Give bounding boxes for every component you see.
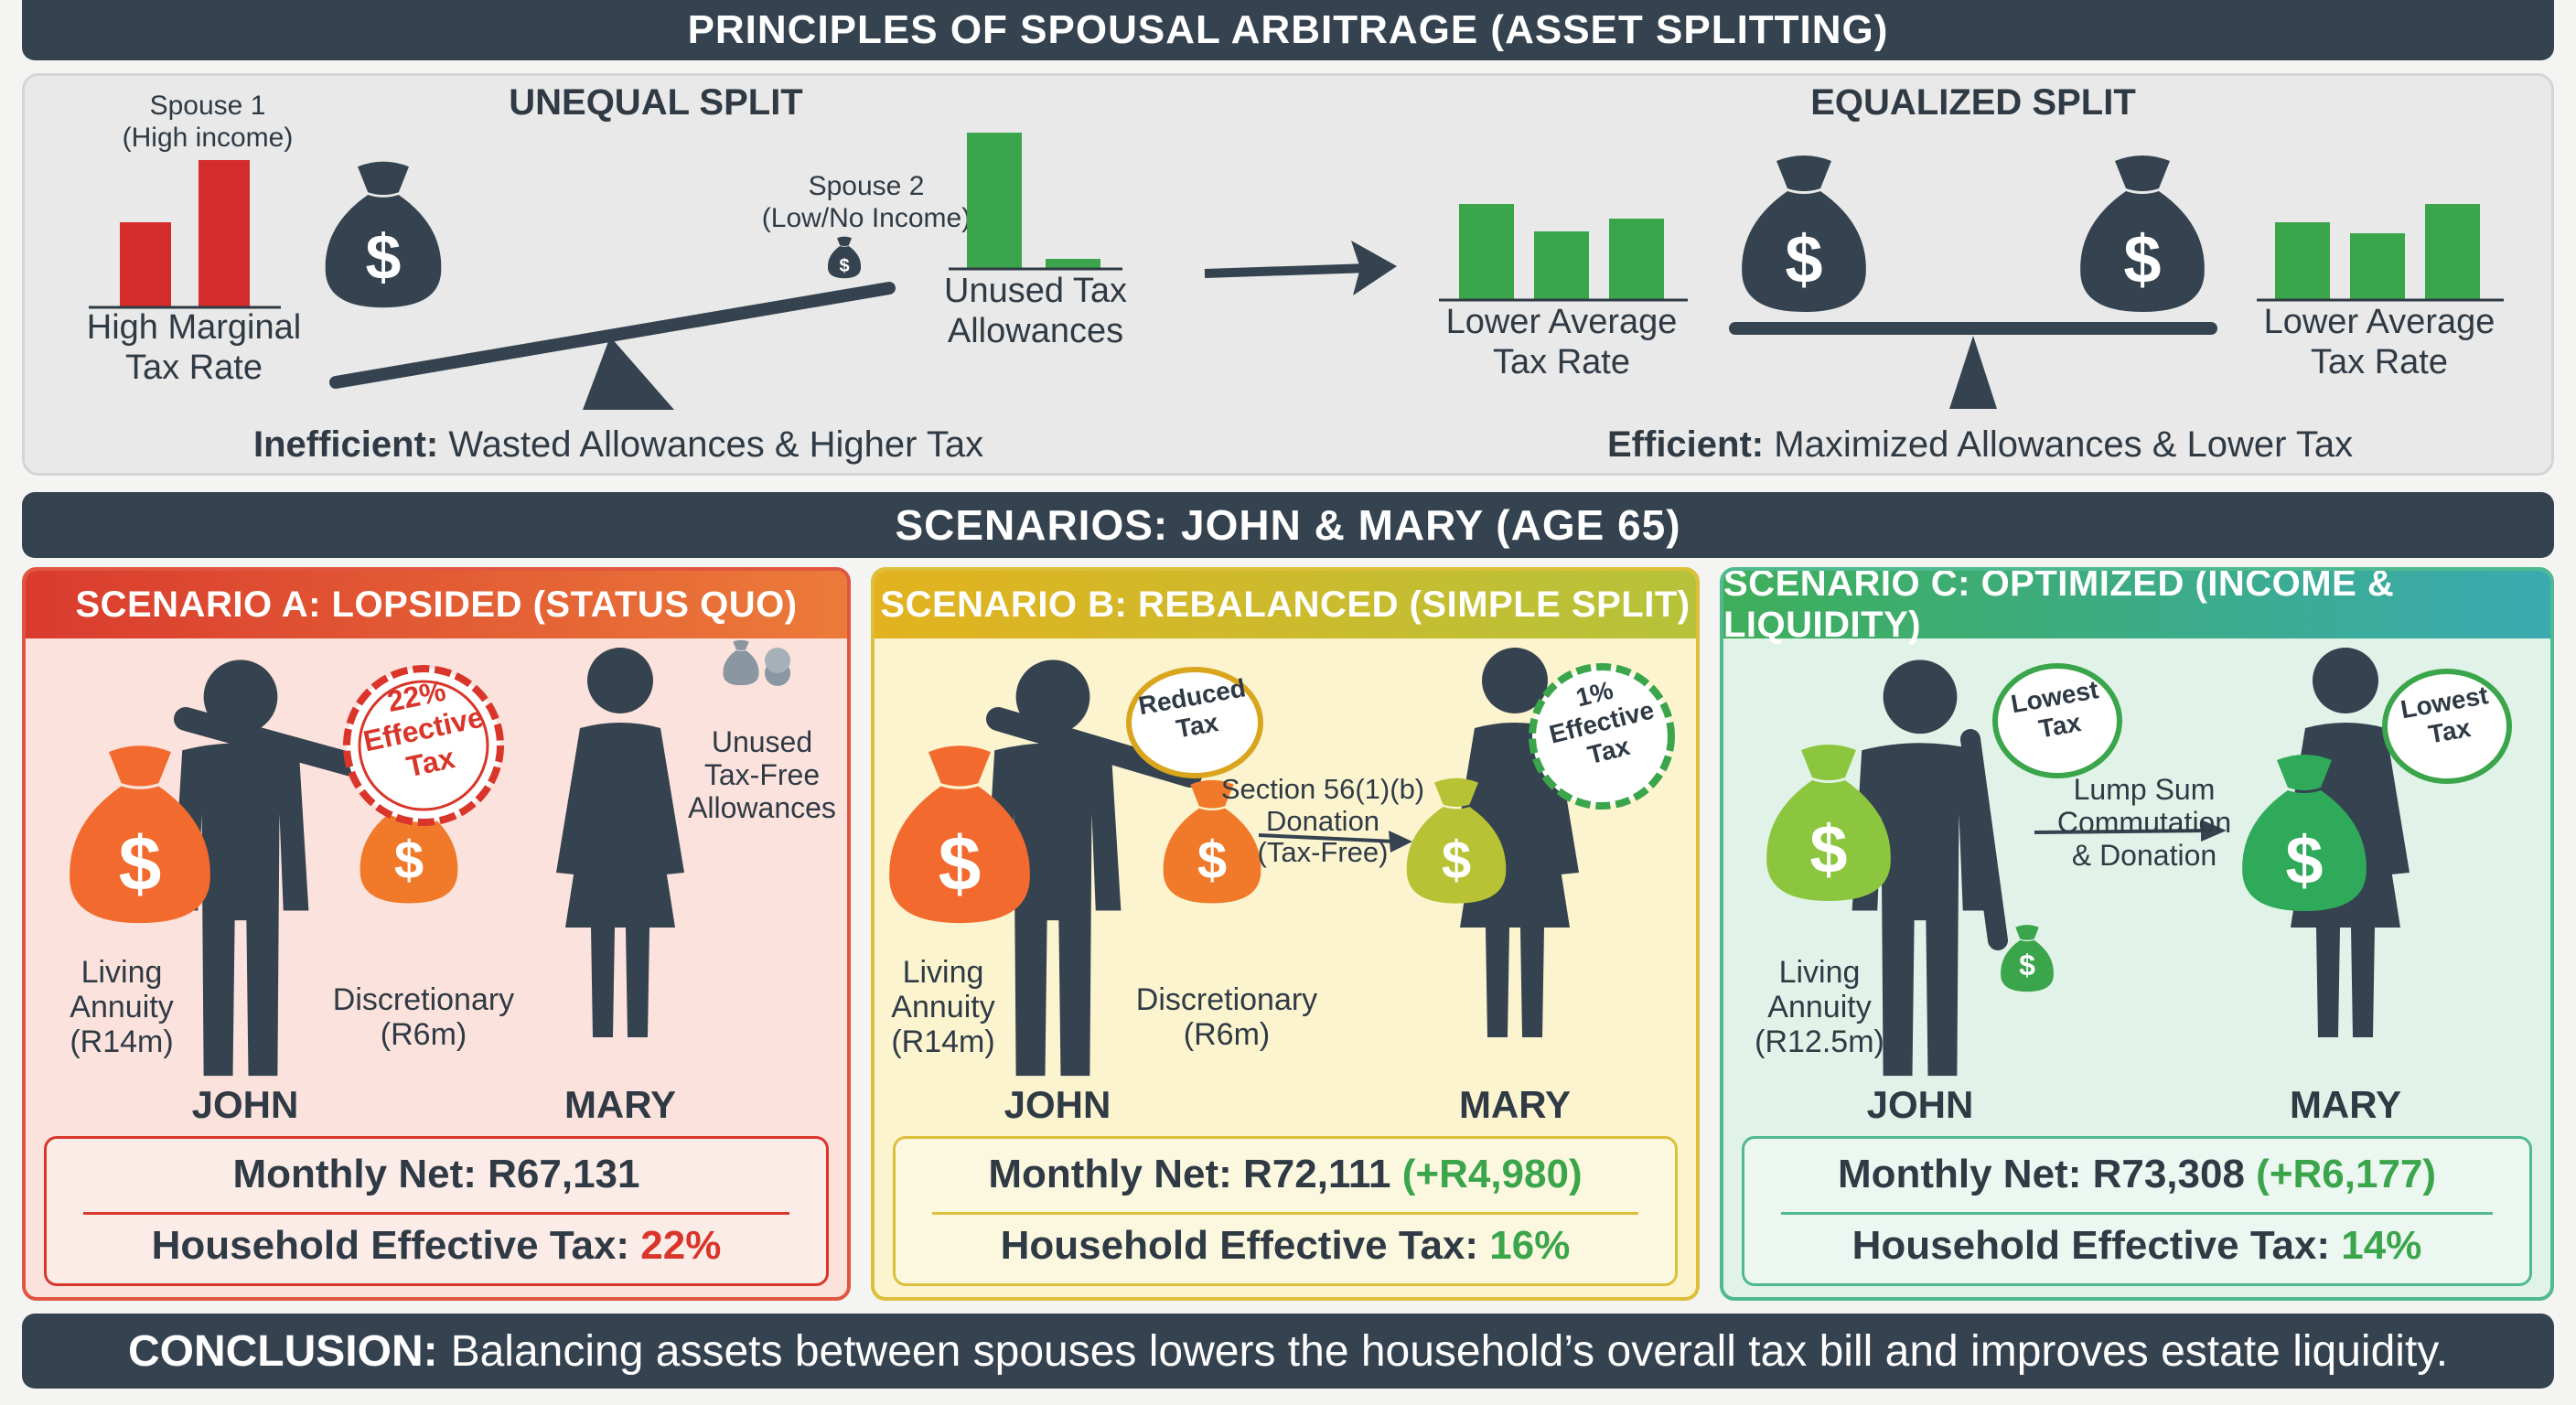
svg-text:$: $ — [1809, 811, 1847, 887]
tax-label: Household Effective Tax: — [1852, 1223, 2331, 1268]
svg-text:$: $ — [366, 221, 402, 293]
monthly-delta: (+R6,177) — [2256, 1152, 2437, 1196]
conclusion-label: CONCLUSION: — [127, 1326, 438, 1376]
scenario-c-illustration: $ $ $ — [1766, 648, 2410, 1077]
monthly-value: R73,308 — [2092, 1152, 2245, 1196]
svg-text:$: $ — [2285, 822, 2323, 898]
scenario-b-discretionary-label: Discretionary (R6m) — [1135, 982, 1318, 1053]
lower-average-caption-left: Lower Average Tax Rate — [1445, 303, 1678, 381]
scenario-a-discretionary-label: Discretionary (R6m) — [332, 982, 515, 1053]
scenario-a-annuity-label: Living Annuity (R14m) — [70, 955, 174, 1060]
unused-allowance-bag-icon — [723, 639, 759, 686]
mary-lowest-tax-stamp-icon — [2382, 669, 2512, 784]
lower-average-caption-right: Lower Average Tax Rate — [2263, 303, 2496, 381]
tax-value: 22% — [640, 1223, 722, 1268]
equalized-split-heading: EQUALIZED SPLIT — [1810, 82, 2136, 123]
scenario-a-tax: Household Effective Tax: 22% — [47, 1223, 826, 1269]
scenario-a-stats: Monthly Net: R67,131 Household Effective… — [44, 1136, 829, 1286]
effective-tax-stamp-icon — [343, 665, 504, 826]
principles-panel: UNEQUAL SPLIT EQUALIZED SPLIT Spouse 1 (… — [22, 73, 2554, 476]
svg-text:$: $ — [2123, 221, 2161, 297]
scenario-a-monthly: Monthly Net: R67,131 — [47, 1152, 826, 1197]
scenario-b-tax: Household Effective Tax: 16% — [896, 1223, 1675, 1269]
scenario-b-annuity-label: Living Annuity (R14m) — [891, 955, 995, 1060]
scenario-c-card: SCENARIO C: OPTIMIZED (INCOME & LIQUIDIT… — [1720, 567, 2554, 1301]
mary-tax-stamp-icon — [1529, 663, 1675, 810]
tax-label: Household Effective Tax: — [1000, 1223, 1479, 1268]
svg-text:$: $ — [1785, 221, 1822, 297]
stats-divider — [83, 1212, 789, 1215]
unequal-split-heading: UNEQUAL SPLIT — [509, 82, 803, 123]
tax-value: 14% — [2341, 1223, 2422, 1268]
scenario-b-card: SCENARIO B: REBALANCED (SIMPLE SPLIT) $ … — [871, 567, 1700, 1301]
efficient-verdict: Efficient: Maximized Allowances & Lower … — [1607, 424, 2522, 466]
monthly-value: R67,131 — [488, 1152, 640, 1196]
scenario-a-unused-note: Unused Tax-Free Allowances — [688, 725, 836, 824]
john-lowest-tax-stamp-icon — [1992, 663, 2122, 778]
scenario-c-stats: Monthly Net: R73,308 (+R6,177) Household… — [1742, 1136, 2532, 1286]
inefficient-text: Wasted Allowances & Higher Tax — [448, 424, 984, 465]
high-tax-bars — [89, 160, 281, 309]
monthly-value: R72,111 — [1243, 1152, 1391, 1196]
scenario-a-card: SCENARIO A: LOPSIDED (STATUS QUO) $ $ 22… — [22, 567, 851, 1301]
mary-figure-icon — [556, 648, 684, 1037]
scenario-c-mary: MARY — [2289, 1083, 2402, 1126]
scenario-c-john: JOHN — [1866, 1083, 1974, 1126]
scenario-b-transfer-label: Section 56(1)(b) Donation (Tax-Free) — [1220, 773, 1425, 869]
conclusion-banner: CONCLUSION: Balancing assets between spo… — [22, 1314, 2554, 1389]
scenario-a-john: JOHN — [191, 1083, 299, 1126]
scenario-b-john: JOHN — [1004, 1083, 1111, 1126]
svg-text:$: $ — [119, 820, 162, 906]
scenario-b-monthly: Monthly Net: R72,111 (+R4,980) — [896, 1152, 1675, 1197]
scenario-c-title: SCENARIO C: OPTIMIZED (INCOME & LIQUIDIT… — [1723, 571, 2550, 645]
svg-text:$: $ — [2019, 949, 2035, 981]
scenario-a-title: SCENARIO A: LOPSIDED (STATUS QUO) — [26, 571, 847, 638]
inefficient-verdict: Inefficient: Wasted Allowances & Higher … — [116, 424, 1122, 466]
scenario-a-mary: MARY — [564, 1083, 677, 1126]
reduced-tax-stamp-icon — [1126, 667, 1263, 778]
svg-text:$: $ — [939, 820, 982, 906]
stats-divider — [932, 1212, 1638, 1215]
tax-label: Household Effective Tax: — [151, 1223, 630, 1268]
high-marginal-caption: High Marginal Tax Rate — [86, 308, 302, 387]
scenario-b-mary: MARY — [1458, 1083, 1572, 1126]
svg-text:$: $ — [1197, 831, 1227, 890]
scenario-c-tax: Household Effective Tax: 14% — [1744, 1223, 2529, 1269]
inefficient-label: Inefficient: — [253, 424, 439, 465]
spouse1-label: Spouse 1 (High income) — [122, 91, 294, 153]
efficient-label: Efficient: — [1607, 424, 1765, 465]
monthly-delta: (+R4,980) — [1401, 1152, 1583, 1196]
principles-illustration: $ $ $ $ — [89, 133, 2504, 410]
stats-divider — [1781, 1212, 2493, 1215]
svg-text:$: $ — [1442, 831, 1471, 890]
page-title: PRINCIPLES OF SPOUSAL ARBITRAGE (ASSET S… — [22, 0, 2554, 60]
monthly-label: Monthly Net: — [232, 1152, 477, 1196]
monthly-label: Monthly Net: — [1837, 1152, 2082, 1196]
unused-allowances-caption: Unused Tax Allowances — [944, 272, 1127, 350]
svg-text:$: $ — [394, 831, 424, 890]
efficient-text: Maximized Allowances & Lower Tax — [1774, 424, 2354, 465]
scenario-c-annuity-label: Living Annuity (R12.5m) — [1755, 955, 1884, 1060]
tax-value: 16% — [1489, 1223, 1571, 1268]
scenario-c-transfer-label: Lump Sum Commutation & Donation — [2056, 773, 2232, 872]
monthly-label: Monthly Net: — [988, 1152, 1232, 1196]
conclusion-text: Balancing assets between spouses lowers … — [450, 1326, 2449, 1376]
scenario-b-stats: Monthly Net: R72,111 (+R4,980) Household… — [893, 1136, 1678, 1286]
scenarios-heading: SCENARIOS: JOHN & MARY (AGE 65) — [22, 492, 2554, 558]
spouse2-label: Spouse 2 (Low/No Income) — [761, 171, 971, 233]
scenario-b-title: SCENARIO B: REBALANCED (SIMPLE SPLIT) — [875, 571, 1696, 638]
scenario-c-monthly: Monthly Net: R73,308 (+R6,177) — [1744, 1152, 2529, 1197]
svg-text:$: $ — [839, 256, 849, 276]
